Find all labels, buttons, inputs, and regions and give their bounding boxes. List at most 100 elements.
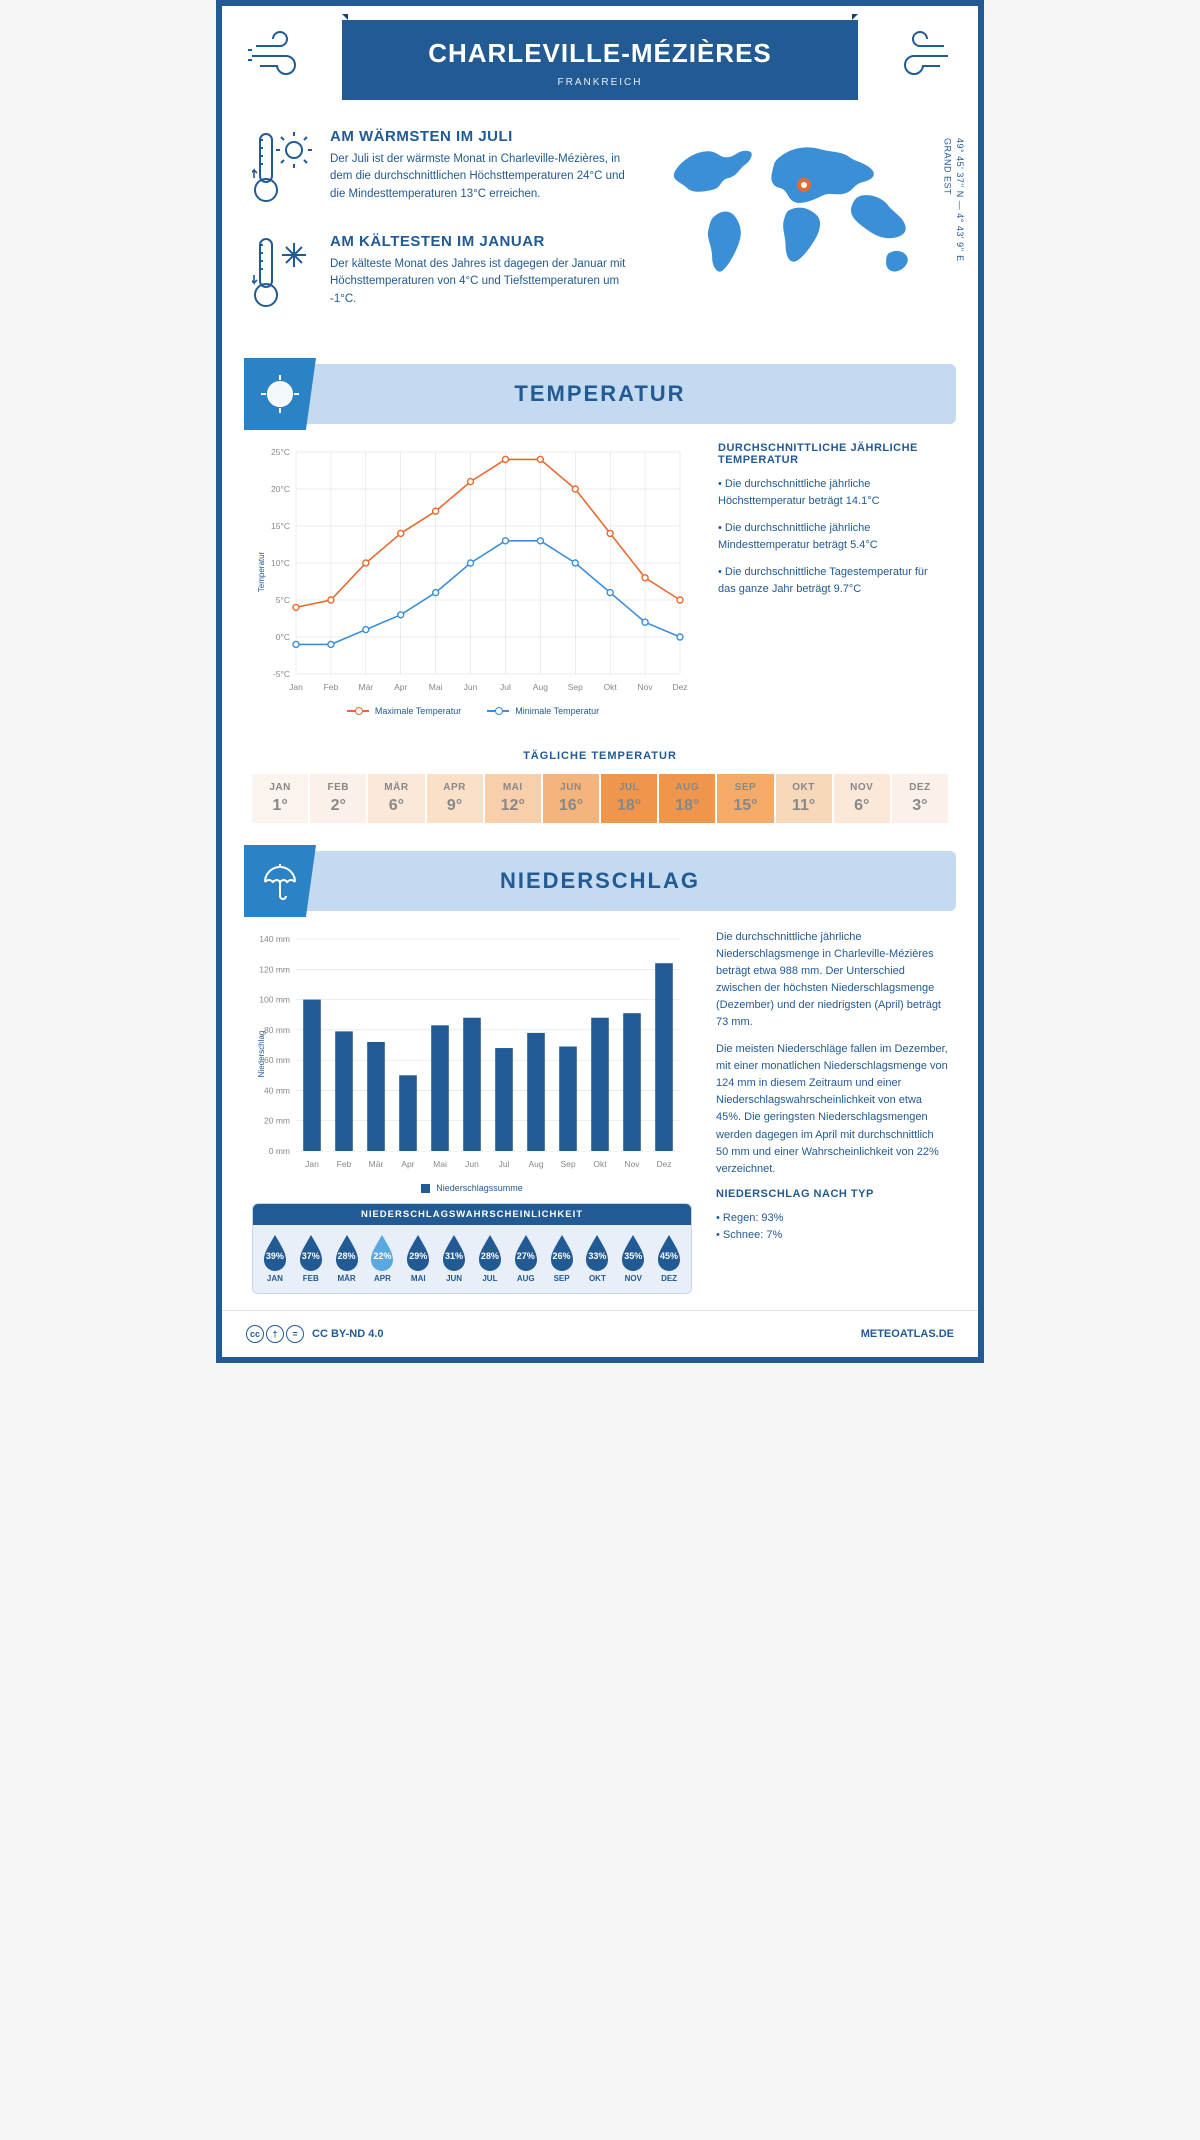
probability-cell: 28% MÄR bbox=[329, 1233, 365, 1283]
temperature-section-header: TEMPERATUR bbox=[244, 364, 956, 424]
svg-text:Mai: Mai bbox=[429, 682, 443, 692]
daily-temp-cell: NOV6° bbox=[834, 774, 890, 823]
probability-cell: 33% OKT bbox=[579, 1233, 615, 1283]
svg-text:80 mm: 80 mm bbox=[264, 1025, 290, 1035]
svg-text:40 mm: 40 mm bbox=[264, 1085, 290, 1095]
svg-text:Jan: Jan bbox=[305, 1159, 319, 1169]
daily-temp-cell: SEP15° bbox=[717, 774, 773, 823]
precip-p1: Die durchschnittliche jährliche Niedersc… bbox=[716, 929, 948, 1031]
svg-text:Apr: Apr bbox=[394, 682, 407, 692]
svg-text:Okt: Okt bbox=[604, 682, 618, 692]
temperature-info: DURCHSCHNITTLICHE JÄHRLICHE TEMPERATUR •… bbox=[718, 442, 948, 716]
temperature-legend: Maximale Temperatur Minimale Temperatur bbox=[252, 706, 694, 716]
svg-text:Aug: Aug bbox=[528, 1159, 543, 1169]
svg-text:140 mm: 140 mm bbox=[259, 934, 290, 944]
site-name: METEOATLAS.DE bbox=[861, 1328, 954, 1340]
svg-text:Sep: Sep bbox=[568, 682, 583, 692]
coordinates-label: 49° 45' 37'' N — 4° 43' 9'' E GRAND EST bbox=[941, 138, 966, 262]
precip-type-snow: • Schnee: 7% bbox=[716, 1227, 948, 1245]
thermometer-hot-icon bbox=[252, 128, 314, 213]
world-map: 49° 45' 37'' N — 4° 43' 9'' E GRAND EST bbox=[658, 128, 948, 338]
summary-facts: AM WÄRMSTEN IM JULI Der Juli ist der wär… bbox=[252, 128, 640, 338]
temp-info-heading: DURCHSCHNITTLICHE JÄHRLICHE TEMPERATUR bbox=[718, 442, 948, 466]
probability-title: NIEDERSCHLAGSWAHRSCHEINLICHKEIT bbox=[253, 1204, 691, 1225]
svg-text:Mär: Mär bbox=[358, 682, 373, 692]
wind-icon bbox=[246, 28, 316, 83]
daily-temp-cell: JUL18° bbox=[601, 774, 657, 823]
temp-info-p3: • Die durchschnittliche Tagestemperatur … bbox=[718, 564, 948, 598]
warmest-title: AM WÄRMSTEN IM JULI bbox=[330, 128, 640, 145]
umbrella-icon bbox=[244, 845, 316, 917]
temperature-line-chart: -5°C0°C5°C10°C15°C20°C25°CJanFebMärAprMa… bbox=[252, 442, 692, 702]
daily-temp-cell: JUN16° bbox=[543, 774, 599, 823]
svg-text:10°C: 10°C bbox=[271, 558, 290, 568]
svg-text:Mär: Mär bbox=[369, 1159, 384, 1169]
probability-cell: 26% SEP bbox=[544, 1233, 580, 1283]
probability-strip: NIEDERSCHLAGSWAHRSCHEINLICHKEIT 39% JAN … bbox=[252, 1203, 692, 1294]
cc-icon: cc†= bbox=[246, 1325, 304, 1343]
svg-text:Dez: Dez bbox=[672, 682, 687, 692]
precipitation-legend: Niederschlagssumme bbox=[252, 1183, 692, 1193]
precipitation-title: NIEDERSCHLAG bbox=[244, 868, 956, 894]
svg-text:Dez: Dez bbox=[656, 1159, 671, 1169]
footer: cc†= CC BY-ND 4.0 METEOATLAS.DE bbox=[222, 1310, 978, 1357]
probability-cell: 22% APR bbox=[364, 1233, 400, 1283]
warmest-fact: AM WÄRMSTEN IM JULI Der Juli ist der wär… bbox=[252, 128, 640, 213]
temperature-title: TEMPERATUR bbox=[244, 381, 956, 407]
svg-text:20°C: 20°C bbox=[271, 484, 290, 494]
svg-text:Nov: Nov bbox=[638, 682, 654, 692]
svg-text:Jun: Jun bbox=[464, 682, 478, 692]
svg-text:Feb: Feb bbox=[324, 682, 339, 692]
infographic-frame: CHARLEVILLE-MÉZIÈRES FRANKREICH bbox=[216, 0, 984, 1363]
coldest-title: AM KÄLTESTEN IM JANUAR bbox=[330, 233, 640, 250]
temp-info-p1: • Die durchschnittliche jährliche Höchst… bbox=[718, 476, 948, 510]
svg-text:120 mm: 120 mm bbox=[259, 964, 290, 974]
svg-text:Apr: Apr bbox=[401, 1159, 414, 1169]
probability-cell: 37% FEB bbox=[293, 1233, 329, 1283]
svg-text:0°C: 0°C bbox=[276, 632, 290, 642]
daily-temp-cell: AUG18° bbox=[659, 774, 715, 823]
probability-cell: 27% AUG bbox=[508, 1233, 544, 1283]
thermometer-cold-icon bbox=[252, 233, 314, 318]
sun-icon bbox=[244, 358, 316, 430]
svg-text:Sep: Sep bbox=[560, 1159, 575, 1169]
probability-cell: 39% JAN bbox=[257, 1233, 293, 1283]
precip-type-title: NIEDERSCHLAG NACH TYP bbox=[716, 1188, 948, 1200]
daily-temp-title: TÄGLICHE TEMPERATUR bbox=[252, 750, 948, 762]
city-title: CHARLEVILLE-MÉZIÈRES bbox=[342, 38, 858, 69]
probability-cell: 45% DEZ bbox=[651, 1233, 687, 1283]
precip-p2: Die meisten Niederschläge fallen im Deze… bbox=[716, 1041, 948, 1177]
precipitation-by-type: NIEDERSCHLAG NACH TYP • Regen: 93% • Sch… bbox=[716, 1188, 948, 1245]
svg-text:Aug: Aug bbox=[533, 682, 548, 692]
svg-text:60 mm: 60 mm bbox=[264, 1055, 290, 1065]
temperature-chart-col: -5°C0°C5°C10°C15°C20°C25°CJanFebMärAprMa… bbox=[252, 442, 694, 716]
world-map-svg bbox=[658, 128, 948, 292]
precipitation-chart-col: 0 mm20 mm40 mm60 mm80 mm100 mm120 mm140 … bbox=[252, 929, 692, 1294]
svg-text:25°C: 25°C bbox=[271, 447, 290, 457]
daily-temp-cell: APR9° bbox=[427, 774, 483, 823]
svg-text:15°C: 15°C bbox=[271, 521, 290, 531]
precipitation-section-header: NIEDERSCHLAG bbox=[244, 851, 956, 911]
svg-text:Jun: Jun bbox=[465, 1159, 479, 1169]
svg-text:Nov: Nov bbox=[624, 1159, 640, 1169]
daily-temperature: TÄGLICHE TEMPERATUR JAN1°FEB2°MÄR6°APR9°… bbox=[252, 750, 948, 823]
svg-text:Jan: Jan bbox=[289, 682, 303, 692]
daily-temp-cell: DEZ3° bbox=[892, 774, 948, 823]
probability-cell: 31% JUN bbox=[436, 1233, 472, 1283]
license-text: CC BY-ND 4.0 bbox=[312, 1328, 384, 1340]
svg-text:Feb: Feb bbox=[337, 1159, 352, 1169]
probability-cell: 29% MAI bbox=[400, 1233, 436, 1283]
wind-icon bbox=[884, 28, 954, 83]
svg-text:0 mm: 0 mm bbox=[269, 1146, 290, 1156]
svg-text:100 mm: 100 mm bbox=[259, 995, 290, 1005]
temp-info-p2: • Die durchschnittliche jährliche Mindes… bbox=[718, 520, 948, 554]
daily-temp-cell: FEB2° bbox=[310, 774, 366, 823]
svg-text:5°C: 5°C bbox=[276, 595, 290, 605]
daily-temp-cell: MAI12° bbox=[485, 774, 541, 823]
daily-temp-cell: JAN1° bbox=[252, 774, 308, 823]
svg-text:Jul: Jul bbox=[499, 1159, 510, 1169]
svg-text:Niederschlag: Niederschlag bbox=[257, 1031, 266, 1078]
svg-text:Jul: Jul bbox=[500, 682, 511, 692]
coldest-fact: AM KÄLTESTEN IM JANUAR Der kälteste Mona… bbox=[252, 233, 640, 318]
header: CHARLEVILLE-MÉZIÈRES FRANKREICH bbox=[222, 6, 978, 100]
